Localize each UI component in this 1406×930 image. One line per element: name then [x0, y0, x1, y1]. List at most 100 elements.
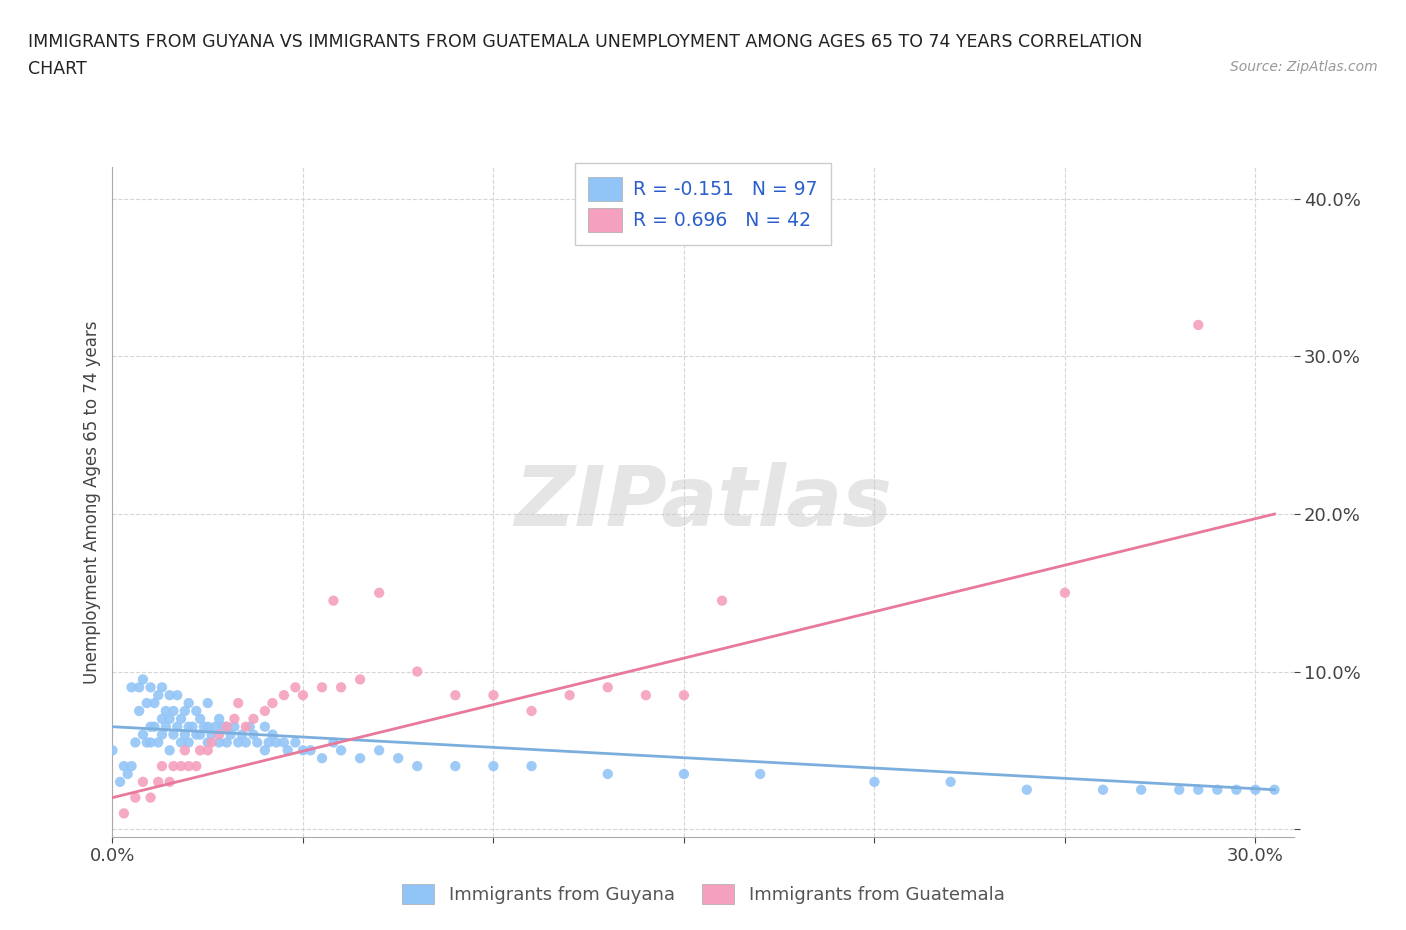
Point [1263, 782, 1285, 797]
Point [150, 759, 173, 774]
Point [148, 775, 170, 790]
Point [246, 735, 269, 750]
Point [101, 743, 124, 758]
Point [200, 735, 222, 750]
Point [1168, 782, 1191, 797]
Point [112, 759, 135, 774]
Point [349, 751, 371, 765]
Point [273, 688, 295, 703]
Point [311, 751, 333, 765]
Point [226, 735, 249, 750]
Point [197, 743, 219, 758]
Point [322, 593, 344, 608]
Point [253, 719, 276, 734]
Point [277, 743, 299, 758]
Point [128, 703, 150, 718]
Point [749, 766, 772, 781]
Point [128, 680, 150, 695]
Point [124, 735, 146, 750]
Point [520, 759, 543, 774]
Point [322, 735, 344, 750]
Text: ZIPatlas: ZIPatlas [515, 461, 891, 543]
Point [224, 719, 246, 734]
Point [177, 735, 200, 750]
Point [159, 743, 181, 758]
Point [273, 735, 295, 750]
Point [262, 696, 284, 711]
Point [482, 759, 505, 774]
Point [284, 735, 307, 750]
Point [159, 688, 181, 703]
Point [135, 696, 157, 711]
Point [596, 680, 619, 695]
Point [215, 719, 238, 734]
Point [235, 735, 257, 750]
Point [231, 727, 253, 742]
Point [124, 790, 146, 805]
Point [239, 719, 262, 734]
Point [368, 585, 391, 600]
Point [1244, 782, 1267, 797]
Point [208, 735, 231, 750]
Point [215, 735, 238, 750]
Point [330, 680, 353, 695]
Point [170, 735, 193, 750]
Point [188, 743, 211, 758]
Point [558, 688, 581, 703]
Point [212, 719, 235, 734]
Point [155, 719, 177, 734]
Point [139, 735, 162, 750]
Point [139, 790, 162, 805]
Point [143, 719, 166, 734]
Point [406, 664, 429, 679]
Point [162, 759, 184, 774]
Point [387, 751, 409, 765]
Point [188, 711, 211, 726]
Point [262, 727, 284, 742]
Point [520, 703, 543, 718]
Point [291, 743, 314, 758]
Point [349, 672, 371, 687]
Point [1225, 782, 1247, 797]
Point [284, 680, 307, 695]
Point [197, 735, 219, 750]
Point [150, 727, 173, 742]
Point [257, 735, 280, 750]
Point [235, 719, 257, 734]
Point [200, 727, 222, 742]
Point [711, 593, 734, 608]
Point [186, 759, 208, 774]
Point [186, 703, 208, 718]
Point [181, 719, 204, 734]
Point [939, 775, 962, 790]
Point [482, 688, 505, 703]
Point [148, 735, 170, 750]
Point [108, 775, 131, 790]
Y-axis label: Unemployment Among Ages 65 to 74 years: Unemployment Among Ages 65 to 74 years [83, 321, 101, 684]
Point [162, 727, 184, 742]
Point [177, 696, 200, 711]
Text: Source: ZipAtlas.com: Source: ZipAtlas.com [1230, 60, 1378, 74]
Point [311, 680, 333, 695]
Point [121, 759, 143, 774]
Point [193, 719, 215, 734]
Point [1015, 782, 1038, 797]
Point [299, 743, 322, 758]
Point [173, 703, 195, 718]
Point [253, 703, 276, 718]
Point [204, 719, 226, 734]
Point [266, 735, 288, 750]
Point [155, 703, 177, 718]
Point [170, 711, 193, 726]
Legend: R = -0.151   N = 97, R = 0.696   N = 42: R = -0.151 N = 97, R = 0.696 N = 42 [575, 164, 831, 246]
Point [177, 719, 200, 734]
Point [208, 727, 231, 742]
Point [1092, 782, 1115, 797]
Point [242, 711, 264, 726]
Point [132, 672, 155, 687]
Point [863, 775, 886, 790]
Point [253, 743, 276, 758]
Point [291, 688, 314, 703]
Point [166, 719, 188, 734]
Point [117, 766, 139, 781]
